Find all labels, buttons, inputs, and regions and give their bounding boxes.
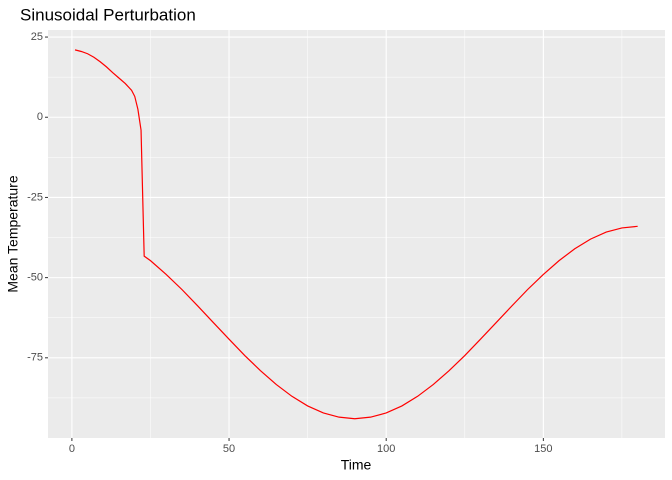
x-tick-label: 150 <box>534 443 552 455</box>
y-tick-label: 25 <box>31 31 43 43</box>
y-tick-label: -75 <box>27 352 43 364</box>
y-tick-label: 0 <box>37 111 43 123</box>
grid <box>48 30 665 438</box>
x-tick-label: 0 <box>69 443 75 455</box>
y-tick-label: -25 <box>27 191 43 203</box>
x-axis-label: Time <box>341 457 372 473</box>
x-tick-label: 50 <box>223 443 235 455</box>
chart-title: Sinusoidal Perturbation <box>20 5 196 24</box>
line <box>74 49 638 420</box>
y-axis-label: Mean Temperature <box>5 175 21 292</box>
x-tick-label: 100 <box>377 443 395 455</box>
y-tick-label: -50 <box>27 272 43 284</box>
panel <box>48 30 665 438</box>
